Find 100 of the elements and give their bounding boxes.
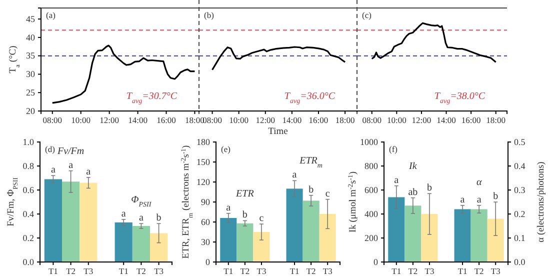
y-tick-label: 200 <box>364 232 378 243</box>
y2-tick-label: 0.5 <box>514 136 526 147</box>
data-label: a <box>476 194 482 206</box>
y-tick-label: 40 <box>26 32 36 42</box>
y-tick-label: 600 <box>364 184 378 195</box>
x-tick-label: T2 <box>306 266 316 276</box>
chart-title: (f) <box>389 144 398 154</box>
x-tick-label: T3 <box>256 266 266 276</box>
y-tick-label: 800 <box>364 160 378 171</box>
y-tick-label: 30 <box>26 69 36 80</box>
chart-title: (b) <box>204 10 214 20</box>
data-label: b <box>426 182 432 194</box>
y-tick-label: 35 <box>26 50 36 61</box>
y2-tick-label: 0.4 <box>514 160 526 171</box>
x-tick-label: 14:00 <box>128 115 148 126</box>
y-tick-label: 180 <box>196 136 210 147</box>
x-tick-label: 12:00 <box>100 115 120 126</box>
y-tick-label: 0 <box>374 256 378 267</box>
x-tick-label: 12:00 <box>412 115 432 126</box>
x-tick-label: 16:00 <box>156 115 176 126</box>
x-tick-label: T2 <box>474 266 484 276</box>
annotation: T$_{avg}$=36.0°C <box>284 91 336 105</box>
text: Fv/Fm <box>56 146 84 157</box>
x-tick-label: 08:00 <box>362 115 382 126</box>
x-tick-label: T1 <box>48 266 58 276</box>
y-tick-label: 1.0 <box>22 136 34 147</box>
x-tick-label: 18:00 <box>335 115 355 126</box>
series-label: ETR$_{m}$ <box>298 156 322 170</box>
x-tick-label: 14:00 <box>436 115 456 126</box>
text: Ik <box>408 160 418 172</box>
x-tick-label: T3 <box>84 266 94 276</box>
series-label: Φ$_{PSII}$ <box>131 194 152 208</box>
x-tick-label: T2 <box>240 266 250 276</box>
x-tick-label: T3 <box>322 266 332 276</box>
data-label: a <box>292 170 298 181</box>
y2-tick-label: 0.1 <box>514 232 526 243</box>
annotation: T$_{avg}$=30.7°C <box>126 91 178 105</box>
data-label: a <box>138 212 144 224</box>
series-label: ETR <box>235 188 254 200</box>
y-tick-label: 60 <box>201 216 210 227</box>
data-label: a <box>394 174 400 186</box>
x-tick-label: T1 <box>290 266 300 276</box>
x-tick-label: 16:00 <box>308 115 328 126</box>
y2-tick-label: 0.3 <box>514 184 526 195</box>
x-tick-label: T1 <box>392 266 402 276</box>
data-label: b <box>308 184 314 196</box>
x-tick-label: 18:00 <box>486 115 506 126</box>
data-label: c <box>259 213 264 224</box>
x-tick-label: T2 <box>408 266 418 276</box>
y-tick-label: 45 <box>26 14 36 24</box>
y2-axis-title: α (electrons/photons) <box>536 162 546 242</box>
y-tick-label: 1000 <box>360 136 378 147</box>
data-label: ab <box>408 186 418 198</box>
annotation: T$_{avg}$=38.0°C <box>434 91 486 105</box>
data-label: a <box>460 194 466 206</box>
x-tick-label: 10:00 <box>386 115 406 126</box>
data-label: a <box>86 166 92 178</box>
x-tick-label: T3 <box>490 266 500 276</box>
y-tick-label: 150 <box>196 156 210 167</box>
y-tick-label: 0.0 <box>22 256 34 267</box>
data-label: c <box>325 188 330 200</box>
x-tick-label: 16:00 <box>461 115 481 126</box>
y-tick-label: 120 <box>196 176 210 187</box>
x-tick-label: T3 <box>154 266 164 276</box>
x-tick-label: 08:00 <box>42 115 62 126</box>
x-tick-label: T3 <box>424 266 434 276</box>
chart-title: (d) <box>45 144 56 154</box>
x-tick-label: 12:00 <box>256 115 276 126</box>
data-label: a <box>68 160 74 171</box>
y2-tick-label: 0.0 <box>514 256 526 267</box>
bar <box>404 206 422 262</box>
chart-title: (a) <box>46 10 56 20</box>
x-tick-label: T1 <box>224 266 234 276</box>
x-tick-label: 10:00 <box>71 115 91 126</box>
y-tick-label: 90 <box>201 196 210 207</box>
bar <box>421 214 438 262</box>
chart-title: (e) <box>221 144 231 154</box>
text: α <box>476 177 482 188</box>
x-axis-title: Time <box>268 127 288 137</box>
x-tick-label: T2 <box>66 266 76 276</box>
x-tick-label: T1 <box>458 266 468 276</box>
x-tick-label: 18:00 <box>185 115 204 126</box>
chart-title: (c) <box>362 10 372 20</box>
y-tick-label: 20 <box>26 106 36 116</box>
data-label: b <box>156 212 162 224</box>
y-tick-label: 0.4 <box>22 208 34 219</box>
x-tick-label: 14:00 <box>282 115 302 126</box>
data-label: a <box>121 208 126 220</box>
y2-tick-label: 0.2 <box>514 208 526 219</box>
x-tick-label: 08:00 <box>202 115 222 126</box>
x-tick-label: T1 <box>118 266 128 276</box>
line-series <box>52 44 196 104</box>
y-tick-label: 0 <box>206 256 210 267</box>
y-tick-label: 400 <box>364 208 378 219</box>
bar <box>388 197 405 262</box>
data-label: b <box>493 191 498 202</box>
y-tick-label: 0.6 <box>22 184 34 195</box>
y-tick-label: 0.8 <box>22 160 34 171</box>
y-tick-label: 0.2 <box>22 232 34 243</box>
x-tick-label: 10:00 <box>229 115 249 126</box>
